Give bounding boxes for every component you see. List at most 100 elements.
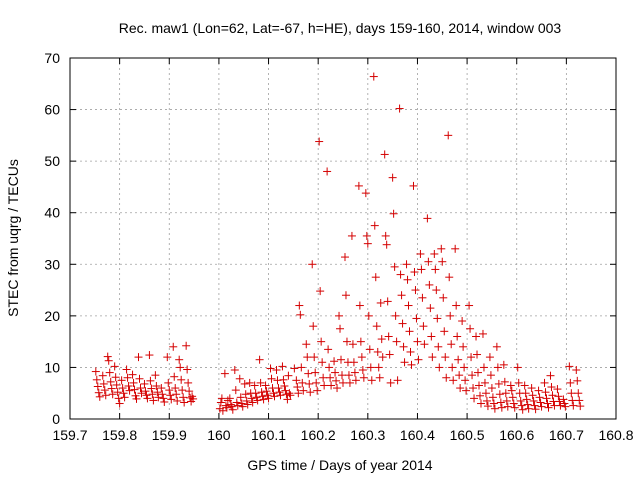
data-point <box>166 391 175 400</box>
data-point <box>115 399 124 408</box>
data-point <box>308 260 317 269</box>
data-point <box>506 381 515 390</box>
data-point <box>141 387 150 396</box>
data-point <box>111 373 120 382</box>
data-point <box>152 381 161 390</box>
data-point <box>448 363 457 372</box>
data-point <box>226 400 235 409</box>
data-point <box>476 399 485 408</box>
data-point <box>151 371 160 380</box>
data-point <box>278 362 287 371</box>
data-point <box>315 137 324 146</box>
data-point <box>349 358 358 367</box>
data-point <box>286 391 295 400</box>
y-tick-label: 60 <box>44 102 60 118</box>
data-point <box>513 363 522 372</box>
data-point <box>106 377 115 386</box>
data-point <box>325 363 334 372</box>
data-point <box>561 402 570 411</box>
data-point <box>259 395 268 404</box>
data-point <box>452 301 461 310</box>
data-point <box>374 363 383 372</box>
data-point <box>413 337 422 346</box>
data-point <box>521 389 530 398</box>
data-point <box>107 384 116 393</box>
data-point <box>490 404 499 413</box>
data-point <box>489 399 498 408</box>
data-point <box>554 392 563 401</box>
data-point <box>454 355 463 364</box>
data-point <box>290 364 299 373</box>
data-point <box>537 402 546 411</box>
data-point <box>173 396 182 405</box>
data-point <box>372 322 381 331</box>
data-point <box>569 401 578 410</box>
data-point <box>293 383 302 392</box>
data-point <box>510 403 519 412</box>
data-point <box>414 355 423 364</box>
data-point <box>391 311 400 320</box>
data-point <box>475 381 484 390</box>
data-point <box>566 378 575 387</box>
data-point <box>340 253 349 262</box>
data-point <box>331 368 340 377</box>
data-point <box>461 376 470 385</box>
data-point <box>312 378 321 387</box>
data-point <box>256 378 265 387</box>
data-point <box>266 364 275 373</box>
data-point <box>411 286 420 295</box>
data-point <box>473 350 482 359</box>
data-point <box>238 402 247 411</box>
data-point <box>485 353 494 362</box>
data-point <box>556 401 565 410</box>
data-point <box>382 240 391 249</box>
data-point <box>167 395 176 404</box>
data-point <box>178 386 187 395</box>
data-point <box>93 382 102 391</box>
data-point <box>487 384 496 393</box>
data-point <box>99 379 108 388</box>
data-point <box>125 386 134 395</box>
data-point <box>516 396 525 405</box>
data-point <box>434 342 443 351</box>
data-point <box>251 389 260 398</box>
data-point <box>403 275 412 284</box>
x-tick-label: 160.6 <box>499 427 534 443</box>
data-point <box>357 353 366 362</box>
data-point <box>262 387 271 396</box>
data-point <box>520 381 529 390</box>
data-point <box>431 265 440 274</box>
data-point <box>523 400 532 409</box>
data-point <box>134 353 143 362</box>
data-point <box>380 150 389 159</box>
data-point <box>231 386 240 395</box>
data-point <box>112 380 121 389</box>
data-point <box>442 373 451 382</box>
data-point <box>351 376 360 385</box>
data-point <box>393 376 402 385</box>
data-point <box>344 371 353 380</box>
data-point <box>494 379 503 388</box>
x-tick-label: 159.7 <box>52 427 87 443</box>
data-point <box>384 332 393 341</box>
data-point <box>524 404 533 413</box>
data-point <box>389 209 398 218</box>
data-point <box>264 394 273 403</box>
data-point <box>94 388 103 397</box>
data-point <box>469 384 478 393</box>
x-tick-label: 160.1 <box>251 427 286 443</box>
data-point <box>130 385 139 394</box>
data-point <box>337 355 346 364</box>
data-point <box>104 356 113 365</box>
data-point <box>492 342 501 351</box>
data-point <box>365 345 374 354</box>
data-point <box>177 375 186 384</box>
data-point <box>176 363 185 372</box>
data-point <box>120 393 129 402</box>
data-point <box>122 365 131 374</box>
data-point <box>240 379 249 388</box>
data-point <box>575 396 584 405</box>
data-point <box>529 396 538 405</box>
data-point <box>572 366 581 375</box>
data-point <box>527 384 536 393</box>
